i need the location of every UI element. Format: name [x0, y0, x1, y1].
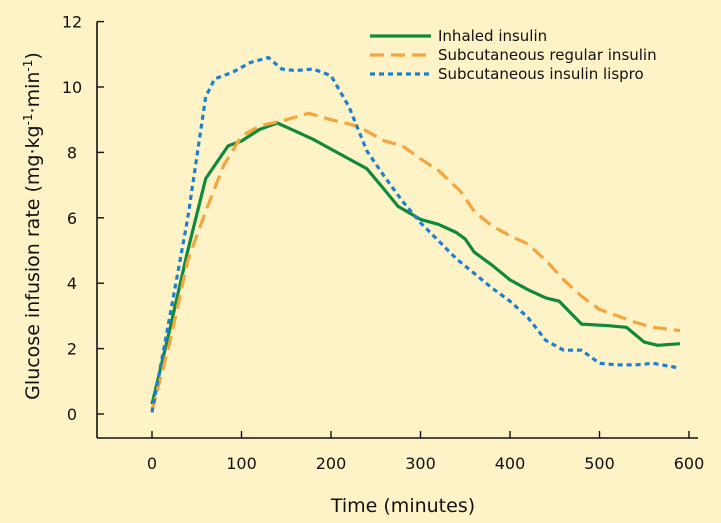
series-layer: [150, 56, 681, 413]
y-axis-title-mid: ·min: [22, 72, 44, 114]
y-axis-title-sup1: -1: [21, 113, 35, 125]
x-tick-label: 100: [226, 454, 257, 473]
y-tick-label: 0: [67, 405, 77, 424]
legend-label-2: Subcutaneous regular insulin: [438, 46, 657, 64]
x-tick-label: 200: [316, 454, 347, 473]
y-axis-title-end: ): [22, 52, 44, 59]
y-axis-title-sup2: -1: [21, 60, 35, 72]
y-tick-label: 12: [62, 13, 82, 32]
x-tick-label: 500: [584, 454, 615, 473]
x-tick-label: 400: [495, 454, 526, 473]
x-tick-label: 600: [674, 454, 705, 473]
y-tick-label: 10: [62, 78, 82, 97]
series-line-1: [150, 121, 681, 405]
y-axis-title-main: Glucose infusion rate (mg·kg: [22, 125, 44, 399]
series-line-2: [150, 111, 681, 412]
legend-label-1: Inhaled insulin: [438, 27, 547, 45]
y-tick-label: 6: [67, 209, 77, 228]
y-tick-label: 8: [67, 143, 77, 162]
axes: 0 2 4 6 8 10 12 0 100 200 300 400 500 600: [62, 13, 704, 473]
x-tick-label: 300: [405, 454, 436, 473]
y-tick-label: 2: [67, 340, 77, 359]
legend-label-3: Subcutaneous insulin lispro: [438, 65, 644, 83]
y-axis-title: Glucose infusion rate (mg·kg-1·min-1): [21, 52, 44, 400]
x-tick-label: 0: [147, 454, 157, 473]
y-tick-label: 4: [67, 274, 77, 293]
x-axis-title: Time (minutes): [330, 495, 475, 517]
series-line-3: [150, 56, 681, 413]
